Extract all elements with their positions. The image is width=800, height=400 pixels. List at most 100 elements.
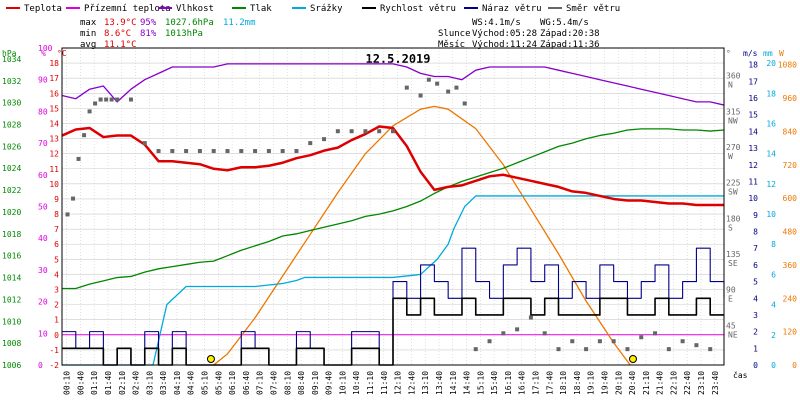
wind-dir-point: [426, 77, 431, 82]
wind-dir-point: [82, 133, 87, 138]
axis-unit-label: %: [41, 49, 46, 58]
tick-label-time: 07:40: [269, 371, 278, 395]
tick-label-time: 21:10: [642, 371, 651, 395]
wind-dir-point: [335, 129, 340, 134]
wind-dir-point: [349, 129, 354, 134]
info-moon-label: Měsíc: [438, 40, 465, 50]
series-line-vlhkost: [61, 63, 725, 106]
tick-label-w: 960: [783, 94, 798, 103]
tick-label-ms: 9: [753, 211, 758, 220]
tick-label-w: 0: [792, 361, 797, 370]
tick-label-degc: 4: [54, 270, 59, 279]
tick-label-pct: 10: [38, 329, 48, 338]
tick-label-mm: 14: [766, 150, 776, 159]
tick-label-ms: 6: [753, 261, 758, 270]
tick-label-hpa: 1016: [2, 252, 21, 261]
stat-min-press: 1013hPa: [165, 29, 203, 39]
tick-label-degc: 3: [54, 286, 59, 295]
legend-label: Srážky: [310, 4, 343, 14]
wind-dir-point: [653, 331, 658, 336]
tick-label-w: 600: [783, 194, 798, 203]
tick-label-hpa: 1006: [2, 361, 21, 370]
tick-label-time: 05:40: [214, 371, 223, 395]
tick-label-w: 240: [783, 294, 798, 303]
wind-dir-point: [639, 335, 644, 340]
tick-label-time: 08:40: [297, 371, 306, 395]
tick-label-hpa: 1014: [2, 274, 21, 283]
tick-label-hpa: 1026: [2, 142, 21, 151]
tick-label-ms: 15: [748, 111, 758, 120]
tick-label-time: 15:10: [476, 371, 485, 395]
tick-label-degc: 12: [49, 150, 59, 159]
info-sun-label: Slunce: [438, 29, 471, 39]
tick-label-time: 23:10: [697, 371, 706, 395]
tick-label-ms: 3: [753, 311, 758, 320]
tick-label-time: 05:10: [201, 371, 210, 395]
wind-dir-point: [280, 149, 285, 154]
series-layer: [61, 63, 725, 366]
tick-label-time: 12:40: [407, 371, 416, 395]
wind-dir-point: [666, 347, 671, 352]
tick-label-time: 13:40: [435, 371, 444, 395]
tick-label-hpa: 1024: [2, 164, 21, 173]
tick-label-hpa: 1022: [2, 186, 21, 195]
wind-dir-point: [487, 339, 492, 344]
tick-label-ms: 16: [748, 94, 758, 103]
tick-label-dir-name: W: [728, 152, 733, 161]
tick-label-dir: 135: [726, 250, 741, 259]
legend-label: Tlak: [250, 4, 272, 14]
tick-label-ms: 7: [753, 244, 758, 253]
tick-label-time: 18:10: [559, 371, 568, 395]
wind-dir-point: [473, 347, 478, 352]
tick-label-ms: 4: [753, 294, 758, 303]
wind-dir-point: [377, 129, 382, 134]
tick-label-ms: 17: [748, 77, 758, 86]
tick-label-degc: 2: [54, 301, 59, 310]
wind-dir-point: [239, 149, 244, 154]
tick-label-mm: 8: [771, 240, 776, 249]
tick-label-degc: 9: [54, 195, 59, 204]
series-line-teplota: [61, 125, 724, 207]
wind-dir-point: [611, 339, 616, 344]
tick-label-time: 22:10: [669, 371, 678, 395]
info-wg: WG:5.4m/s: [540, 18, 589, 28]
tick-label-dir: 315: [726, 107, 741, 116]
wind-dir-point: [109, 97, 114, 102]
info-panel: WS:4.1m/s WG:5.4m/s Slunce Východ:05:28 …: [438, 18, 600, 50]
tick-label-degc: 14: [49, 119, 59, 128]
stat-avg-label: avg: [80, 40, 96, 50]
tick-label-degc: 18: [49, 59, 59, 68]
stat-max-temp: 13.9°C: [104, 18, 137, 28]
wind-dir-point: [454, 85, 459, 90]
stat-avg-temp: 11.1°C: [104, 40, 137, 50]
wind-dir-point: [435, 81, 440, 86]
tick-label-time: 14:10: [449, 371, 458, 395]
series-line-slune-n-z-en-: [213, 105, 631, 366]
tick-label-ms: 18: [748, 61, 758, 70]
wind-dir-point: [128, 97, 133, 102]
wind-dir-point: [266, 149, 271, 154]
axis-ticks: 1006100810101012101410161018102010221024…: [2, 44, 797, 395]
wind-dir-point: [225, 149, 230, 154]
legend-label: Vlhkost: [176, 4, 214, 14]
tick-label-time: 17:10: [532, 371, 541, 395]
chart-title: 12.5.2019: [365, 52, 430, 66]
tick-label-time: 22:40: [683, 371, 692, 395]
wind-dir-point: [584, 347, 589, 352]
axis-unit-label: m/s: [743, 49, 758, 58]
wind-dir-point: [156, 149, 161, 154]
tick-label-degc: 5: [54, 255, 59, 264]
tick-label-ms: 1: [753, 344, 758, 353]
legend-label: Přízemní teplota: [84, 4, 171, 14]
tick-label-degc: -1: [49, 346, 59, 355]
legend-label: Směr větru: [566, 4, 620, 14]
info-moonrise: Východ:11:24: [472, 40, 537, 50]
tick-label-time: 14:40: [463, 371, 472, 395]
tick-label-w: 480: [783, 228, 798, 237]
tick-label-time: 09:40: [325, 371, 334, 395]
tick-label-pct: 70: [38, 139, 48, 148]
tick-label-time: 02:40: [132, 371, 141, 395]
axis-unit-label: °: [726, 49, 731, 58]
tick-label-time: 13:10: [421, 371, 430, 395]
tick-label-time: 10:10: [338, 371, 347, 395]
